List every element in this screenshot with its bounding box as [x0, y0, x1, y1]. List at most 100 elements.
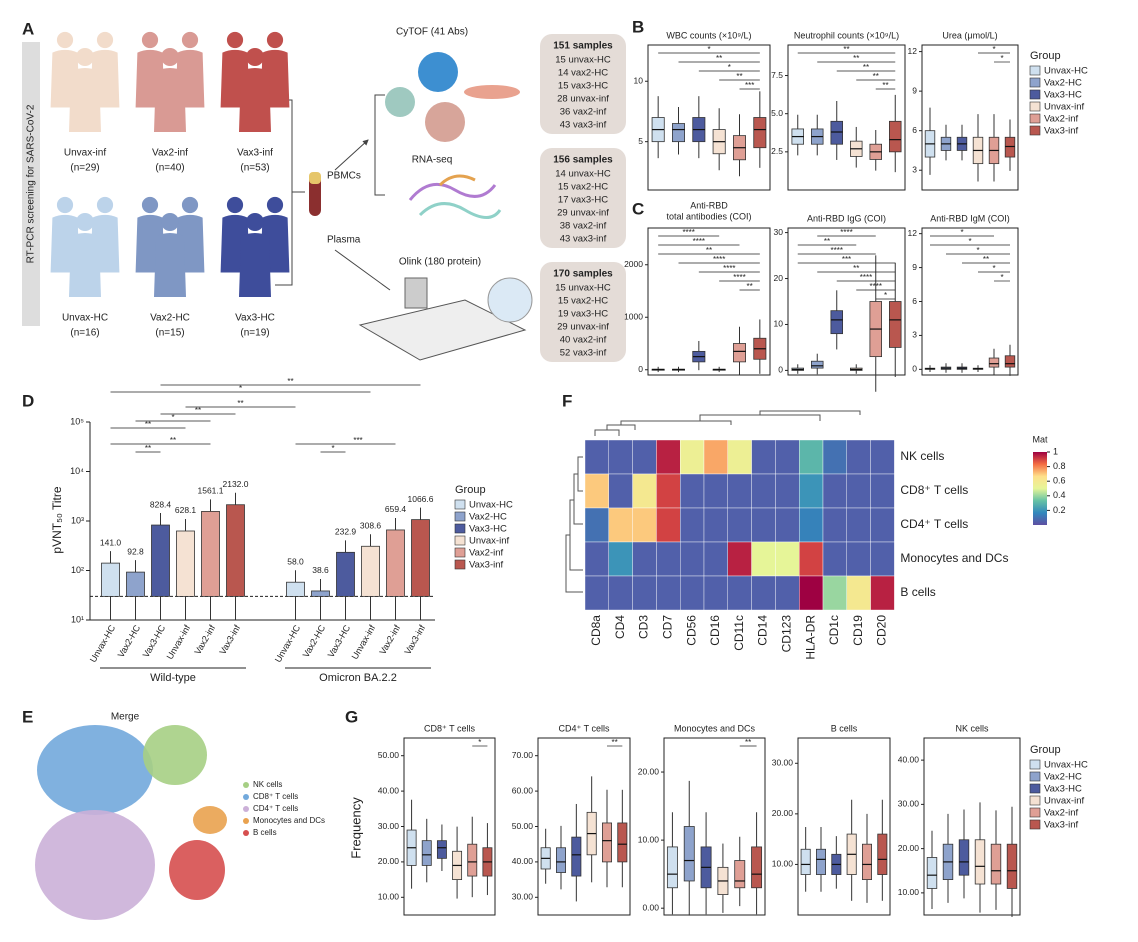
sample-title: 156 samples: [553, 155, 613, 166]
cohort-n: (n=15): [155, 328, 184, 339]
legend-title: Group: [1030, 744, 1061, 756]
sample-line: 43 vax3-inf: [560, 234, 607, 245]
rna: [408, 182, 497, 201]
heatmap-cell: [751, 507, 776, 543]
legend-swatch: [1029, 771, 1041, 782]
person-head: [266, 31, 284, 49]
box: [683, 826, 695, 882]
y-tick-label: 0.00: [642, 902, 659, 912]
legend-swatch: [454, 511, 466, 522]
sample-box: [540, 148, 626, 248]
legend-dot: [243, 794, 249, 800]
plot-frame: [921, 227, 1019, 376]
legend-swatch: [454, 499, 466, 510]
y-tick-label: 50.00: [512, 821, 534, 831]
box: [877, 833, 888, 875]
person-head: [96, 196, 114, 214]
value-label: 628.1: [175, 505, 197, 515]
sig-label: ****: [840, 228, 852, 237]
heatmap-cell: [632, 439, 657, 475]
sample-line: 36 vax2-inf: [560, 107, 607, 118]
sample-title: 170 samples: [553, 269, 613, 280]
legend-swatch: [454, 535, 466, 546]
cell: [385, 87, 415, 117]
y-tick-label: 2000: [624, 259, 643, 269]
colorbar: [1033, 452, 1047, 525]
sample-line: 29 unvax-inf: [557, 208, 609, 219]
colorbar-tick-label: 0.8: [1053, 461, 1066, 471]
heatmap-cell: [751, 541, 776, 577]
plot-title: Neutrophil counts (×10⁹/L): [794, 30, 899, 40]
column-label: CD8a: [589, 615, 603, 646]
y-tick-label: 10: [634, 76, 644, 86]
sample-line: 15 unvax-HC: [555, 55, 611, 66]
y-tick-label: 5: [638, 136, 643, 146]
plot-title: CD8⁺ T cells: [424, 723, 475, 733]
heatmap-cell: [727, 473, 752, 509]
cohort-n: (n=53): [240, 163, 269, 174]
box: [666, 846, 678, 889]
sample-box: [540, 34, 626, 134]
sig-label: ****: [723, 264, 735, 273]
sig-label: ****: [693, 237, 705, 246]
legend-dot: [243, 818, 249, 824]
sample-line: 29 unvax-inf: [557, 322, 609, 333]
heatmap-cell: [846, 541, 871, 577]
y-tick-label: 30.00: [512, 892, 534, 902]
sig-label: ****: [713, 255, 725, 264]
legend-swatch: [1029, 795, 1041, 806]
cell: [425, 102, 465, 142]
panel-label: A: [22, 19, 34, 38]
heatmap-cell: [680, 507, 705, 543]
legend-label: Vax2-HC: [1044, 78, 1082, 89]
box: [436, 840, 447, 859]
heatmap-cell: [608, 575, 633, 611]
x-tick-label: Vax2-HC: [301, 623, 328, 659]
legend-label: NK cells: [253, 780, 282, 789]
box: [733, 343, 747, 363]
box: [830, 310, 844, 335]
legend-label: Vax3-HC: [1044, 90, 1082, 101]
cell: [418, 52, 458, 92]
sig-label: **: [863, 63, 869, 72]
heatmap-cell: [822, 575, 847, 611]
box: [386, 529, 405, 597]
plot-title: Monocytes and DCs: [674, 723, 756, 733]
column-label: HLA-DR: [803, 615, 817, 660]
legend-label: Vax3-HC: [1044, 784, 1082, 795]
group-label: Omicron BA.2.2: [319, 672, 397, 684]
legend-label: Vax3-HC: [469, 524, 507, 535]
legend-label: Unvax-HC: [1044, 760, 1088, 771]
box: [926, 857, 938, 889]
box: [311, 590, 330, 597]
sig-label: ***: [745, 81, 754, 90]
column-label: CD11c: [732, 615, 746, 651]
heatmap-cell: [608, 507, 633, 543]
person-head: [76, 48, 94, 66]
heatmap-cell: [846, 473, 871, 509]
person-head: [161, 213, 179, 231]
y-axis-label: pVNT₅₀ Titre: [50, 486, 64, 553]
cohort-name: Vax3-HC: [235, 313, 275, 324]
heatmap-cell: [751, 439, 776, 475]
person-head: [76, 213, 94, 231]
legend-swatch: [1029, 819, 1041, 830]
y-tick-label: 6: [912, 125, 917, 135]
box: [421, 840, 432, 866]
cluster-blob: [35, 810, 155, 920]
box: [734, 860, 746, 889]
person-body: [69, 68, 101, 132]
box: [151, 524, 170, 597]
sig-label: *: [239, 384, 242, 393]
merge-title: Merge: [111, 712, 140, 723]
heatmap-cell: [656, 541, 681, 577]
person-head: [56, 196, 74, 214]
plot-frame: [921, 44, 1019, 191]
row-label: CD8⁺ T cells: [900, 483, 968, 497]
legend-swatch: [454, 559, 466, 570]
person-body: [239, 68, 271, 132]
plot-frame: [403, 737, 496, 916]
plot-title: total antibodies (COI): [666, 211, 751, 221]
box: [816, 848, 827, 875]
y-tick-label: 20.00: [898, 843, 920, 853]
